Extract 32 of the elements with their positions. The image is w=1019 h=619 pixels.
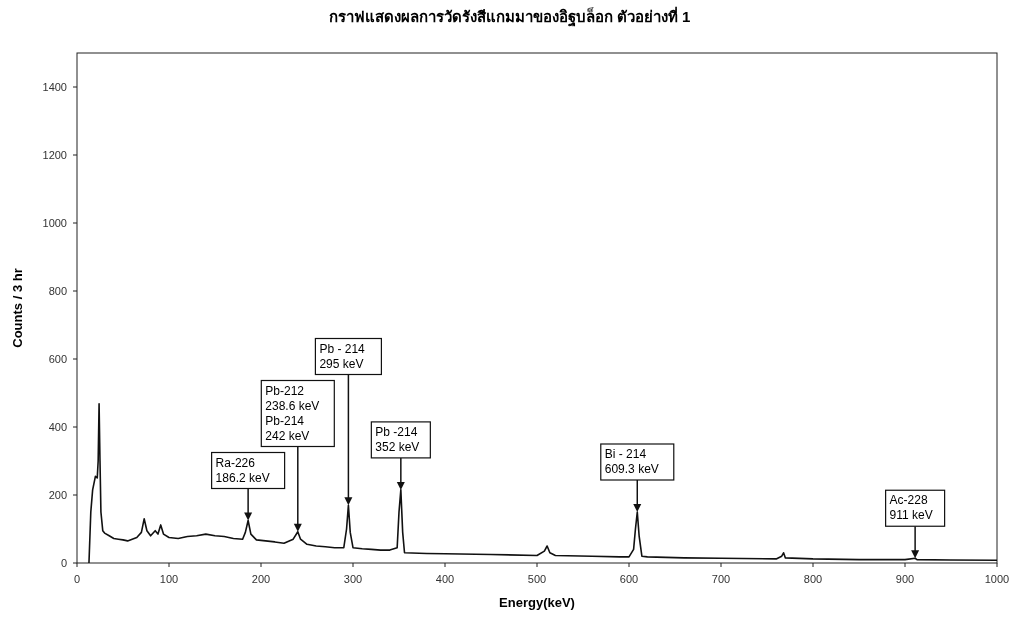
x-axis-title: Energy(keV)	[499, 595, 575, 610]
annotation: Pb -214 352 keV	[375, 424, 420, 454]
x-tick-label: 100	[159, 573, 179, 585]
annotation: Pb - 214 295 keV	[319, 341, 366, 371]
y-tick-label: 1000	[42, 217, 67, 229]
chart-title: กราฟแสดงผลการวัดรังสีแกมมาของอิฐบล็อก ตัวอย่างที่ 1	[328, 6, 691, 27]
y-tick-label: 1200	[42, 149, 67, 161]
x-tick-label: 200	[251, 573, 271, 585]
x-tick-label: 700	[711, 573, 731, 585]
y-tick-label: 800	[48, 285, 67, 297]
y-tick-label: 0	[60, 557, 67, 569]
y-tick-label: 400	[48, 421, 67, 433]
x-tick-label: 300	[343, 573, 363, 585]
x-tick-label: 800	[803, 573, 823, 585]
x-tick-label: 600	[619, 573, 639, 585]
annotation: Bi - 214 609.3 keV	[600, 443, 675, 512]
annotation: Pb-212 238.6 keV Pb-214 242 keV	[265, 383, 320, 443]
annotation: Ra-226 186.2 keV	[215, 455, 270, 485]
x-tick-label: 500	[527, 573, 547, 585]
annotation: Ra-226 186.2 keV	[211, 451, 286, 521]
y-axis-title: Counts / 3 hr	[10, 268, 25, 348]
y-tick-label: 200	[48, 489, 67, 501]
annotation: Pb -214 352 keV	[370, 421, 431, 490]
annotation: Ac-228 911 keV	[885, 489, 946, 559]
x-tick-label: 0	[73, 573, 81, 585]
annotation: Bi - 214 609.3 keV	[604, 447, 659, 476]
y-tick-label: 1400	[42, 81, 67, 93]
x-tick-label: 400	[435, 573, 455, 585]
x-tick-label: 900	[895, 573, 915, 585]
annotation: Ac-228 911 keV	[889, 493, 933, 523]
y-tick-label: 600	[48, 353, 67, 365]
x-tick-label: 1000	[984, 573, 1010, 585]
